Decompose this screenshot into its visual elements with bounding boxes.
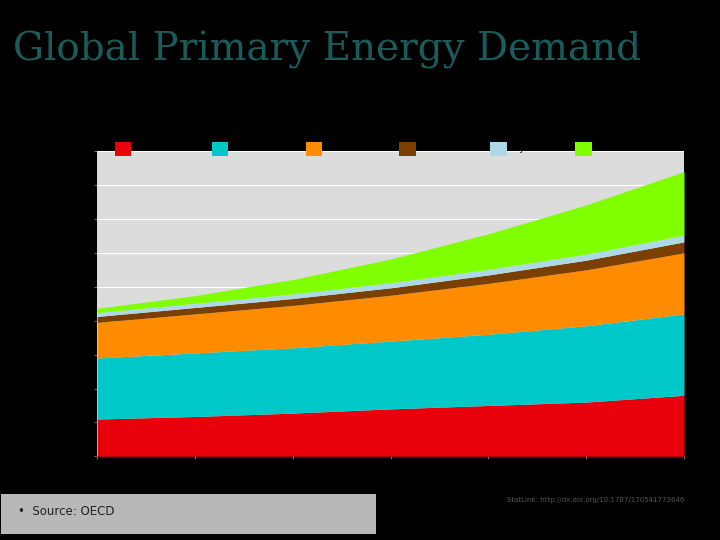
FancyBboxPatch shape [1,494,376,534]
Bar [114,142,131,156]
Text: Mtoe: Mtoe [53,136,76,145]
Text: •  Source: OECD: • Source: OECD [18,505,114,518]
Text: StatLink: http://dx.doi.org/10.1787/170541773646: StatLink: http://dx.doi.org/10.1787/1705… [507,497,684,503]
Text: Gas: Gas [328,144,344,153]
Text: Oil: Oil [234,144,246,153]
Text: Coal: Coal [137,144,156,153]
Text: Global Primary Energy Demand: Global Primary Energy Demand [13,31,641,69]
Bar [212,142,228,156]
Bar [575,142,592,156]
Text: Nuclear: Nuclear [422,144,454,153]
Bar [490,142,507,156]
Bar [400,142,416,156]
Text: Hydro: Hydro [513,144,538,153]
Text: Other renewables: Other renewables [598,144,673,153]
Text: World primary energy demand outlook: World primary energy demand outlook [282,105,499,114]
Bar [305,142,322,156]
